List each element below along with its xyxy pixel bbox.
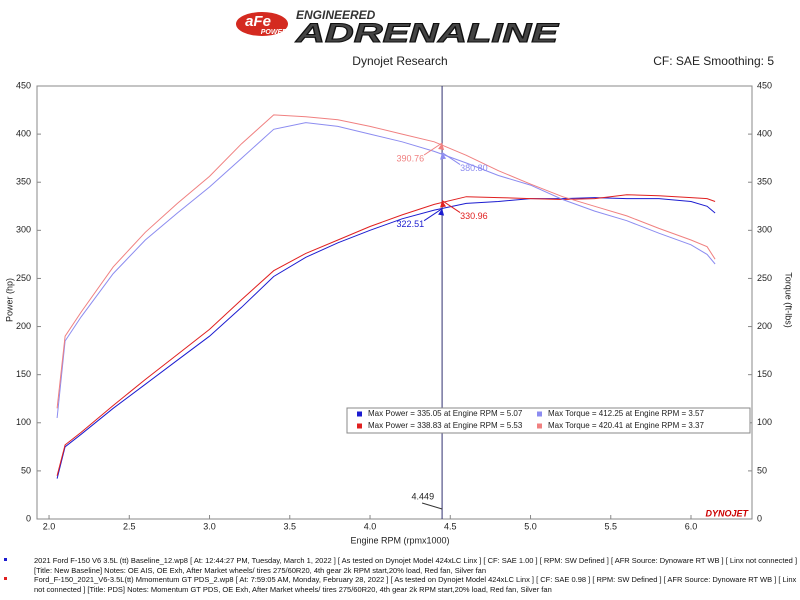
reading-pointer bbox=[423, 142, 443, 156]
y-tick-label: 200 bbox=[16, 321, 31, 331]
x-tick-label: 2.5 bbox=[123, 521, 136, 531]
reading-marker bbox=[440, 152, 447, 160]
y-axis-label: Power (hp) bbox=[4, 278, 14, 322]
reading-label: 390.76 bbox=[397, 153, 425, 163]
x-tick-label: 4.0 bbox=[364, 521, 377, 531]
y-tick-label: 450 bbox=[16, 80, 31, 90]
x-axis-label: Engine RPM (rpmx1000) bbox=[350, 535, 449, 545]
legend-label: Max Power = 338.83 at Engine RPM = 5.53 bbox=[368, 421, 523, 430]
series-line bbox=[56, 194, 716, 476]
x-tick-label: 2.0 bbox=[43, 521, 56, 531]
reading-marker bbox=[440, 200, 447, 208]
run-marker bbox=[4, 558, 7, 561]
run-description: Ford_F-150_2021_V6-3.5L(tt) Mmomentum GT… bbox=[4, 575, 798, 594]
cursor-arrow bbox=[421, 502, 443, 510]
y2-tick-label: 50 bbox=[757, 465, 767, 475]
plot-area bbox=[36, 85, 753, 520]
x-tick-label: 6.0 bbox=[685, 521, 698, 531]
y2-tick-label: 200 bbox=[757, 321, 772, 331]
chart: aFe POWER ENGINEERED ADRENALINE Dynojet … bbox=[4, 8, 794, 545]
watermark: DYNOJET bbox=[705, 508, 749, 518]
y-tick-label: 300 bbox=[16, 225, 31, 235]
legend-label: Max Torque = 420.41 at Engine RPM = 3.37 bbox=[548, 421, 705, 430]
y2-tick-label: 250 bbox=[757, 273, 772, 283]
y-tick-label: 100 bbox=[16, 417, 31, 427]
reading-marker bbox=[438, 208, 445, 216]
legend-swatch bbox=[537, 423, 542, 429]
legend-swatch bbox=[357, 411, 362, 417]
run-marker bbox=[4, 577, 7, 580]
x-tick-label: 3.0 bbox=[203, 521, 216, 531]
logo: aFe bbox=[245, 13, 271, 30]
run-text: Ford_F-150_2021_V6-3.5L(tt) Mmomentum GT… bbox=[34, 575, 797, 594]
footer: 2021 Ford F-150 V6 3.5L (tt) Baseline_12… bbox=[4, 556, 798, 594]
legend-label: Max Power = 335.05 at Engine RPM = 5.07 bbox=[368, 409, 523, 418]
series-line bbox=[56, 197, 716, 479]
x-tick-label: 5.0 bbox=[524, 521, 537, 531]
reading-marker bbox=[438, 143, 445, 151]
y2-tick-label: 0 bbox=[757, 513, 762, 523]
y-tick-label: 0 bbox=[26, 513, 31, 523]
reading-pointer bbox=[441, 152, 461, 166]
legend-label: Max Torque = 412.25 at Engine RPM = 3.57 bbox=[548, 409, 705, 418]
y-tick-label: 50 bbox=[21, 465, 31, 475]
reading-label: 330.96 bbox=[460, 211, 488, 221]
y2-tick-label: 400 bbox=[757, 128, 772, 138]
y2-axis-label: Torque (ft-lbs) bbox=[784, 272, 794, 328]
y2-tick-label: 450 bbox=[757, 80, 772, 90]
x-tick-label: 3.5 bbox=[284, 521, 297, 531]
run-text: 2021 Ford F-150 V6 3.5L (tt) Baseline_12… bbox=[34, 556, 798, 575]
y-tick-label: 400 bbox=[16, 128, 31, 138]
brand: ADRENALINE bbox=[295, 18, 560, 48]
tagline: ENGINEERED bbox=[296, 8, 376, 22]
y-tick-label: 250 bbox=[16, 273, 31, 283]
y-tick-label: 350 bbox=[16, 177, 31, 187]
cursor-label: 4.449 bbox=[412, 491, 435, 501]
x-tick-label: 4.5 bbox=[444, 521, 457, 531]
legend-swatch bbox=[537, 411, 542, 417]
reading-pointer bbox=[441, 200, 461, 213]
y2-tick-label: 300 bbox=[757, 225, 772, 235]
y-tick-label: 150 bbox=[16, 369, 31, 379]
settings-note: CF: SAE Smoothing: 5 bbox=[653, 54, 774, 68]
reading-label: 380.80 bbox=[460, 163, 488, 173]
logo-sub: POWER bbox=[261, 29, 287, 36]
y2-tick-label: 350 bbox=[757, 177, 772, 187]
x-tick-label: 5.5 bbox=[605, 521, 618, 531]
reading-label: 322.51 bbox=[397, 219, 425, 229]
series-line bbox=[56, 114, 716, 409]
y2-tick-label: 100 bbox=[757, 417, 772, 427]
reading-pointer bbox=[423, 208, 443, 222]
run-description: 2021 Ford F-150 V6 3.5L (tt) Baseline_12… bbox=[4, 556, 798, 575]
y2-tick-label: 150 bbox=[757, 369, 772, 379]
series-line bbox=[56, 122, 716, 419]
subtitle: Dynojet Research bbox=[352, 54, 447, 68]
logo-badge bbox=[236, 12, 288, 36]
legend-box bbox=[346, 407, 751, 434]
legend-swatch bbox=[357, 423, 362, 429]
